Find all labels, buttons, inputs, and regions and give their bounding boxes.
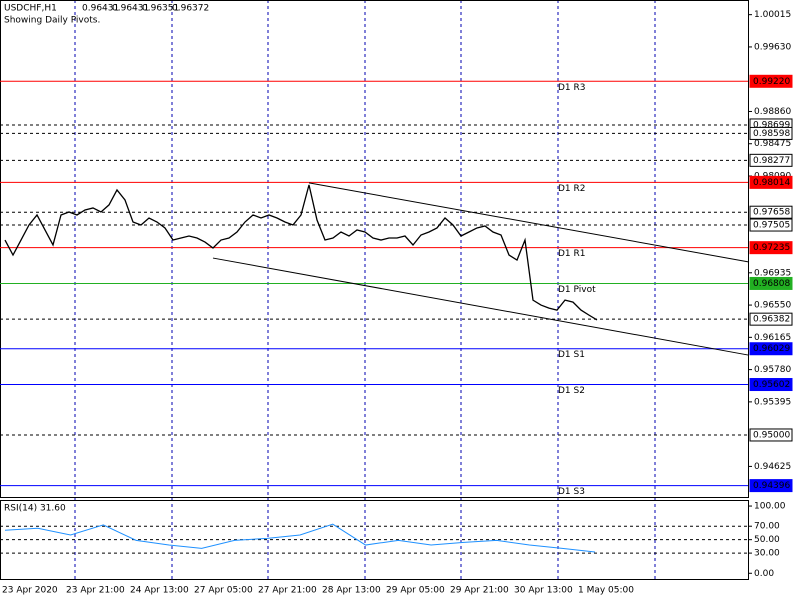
ohlc-high: 0.96431 — [112, 4, 149, 14]
y-tick-label: 0.96165 — [754, 333, 791, 343]
x-tick-label: 29 Apr 05:00 — [386, 586, 445, 596]
y-tick-label: 1.00015 — [754, 10, 791, 20]
level-label: 0.98699 — [753, 120, 790, 130]
level-label: 0.98598 — [753, 129, 790, 139]
level-box — [749, 312, 793, 326]
level-box — [749, 74, 793, 88]
x-tick-label: 24 Apr 13:00 — [130, 586, 189, 596]
x-tick-label: 23 Apr 2020 — [2, 586, 58, 596]
level-label: 0.95602 — [753, 380, 790, 390]
level-name: D1 S2 — [558, 386, 585, 396]
level-box — [749, 342, 793, 356]
level-name: D1 R2 — [558, 184, 586, 194]
level-name: D1 S3 — [558, 487, 585, 497]
level-box — [749, 241, 793, 255]
level-box — [749, 479, 793, 493]
level-label: 0.97235 — [753, 243, 790, 253]
subtitle: Showing Daily Pivots. — [4, 16, 100, 26]
y-tick-label: 0.96550 — [754, 301, 791, 311]
ohlc-close: 0.96372 — [172, 4, 209, 14]
level-label: 0.96029 — [753, 344, 790, 354]
y-tick-label: 0.94625 — [754, 462, 791, 472]
y-tick-label: 0.95780 — [754, 365, 791, 375]
y-tick-label: 0.99630 — [754, 42, 791, 52]
level-box — [749, 276, 793, 290]
level-label: 0.97658 — [753, 208, 790, 218]
level-box — [749, 428, 793, 442]
y-tick-label: 0.98860 — [754, 107, 791, 117]
x-tick-label: 29 Apr 21:00 — [450, 586, 509, 596]
rsi-title: RSI(14) 31.60 — [4, 504, 66, 514]
x-tick-label: 1 May 05:00 — [578, 586, 634, 596]
symbol: USDCHF,H1 — [4, 4, 57, 14]
level-name: D1 R3 — [558, 83, 586, 93]
level-box — [749, 218, 793, 232]
level-box — [749, 126, 793, 140]
level-label: 0.96382 — [753, 315, 790, 325]
level-name: D1 Pivot — [558, 285, 596, 295]
vertical-grid — [74, 0, 656, 580]
x-tick-label: 28 Apr 13:00 — [322, 586, 381, 596]
level-name: D1 R1 — [558, 249, 586, 259]
x-tick-label: 30 Apr 13:00 — [514, 586, 573, 596]
ohlc-low: 0.96351 — [142, 4, 179, 14]
trendline — [212, 257, 750, 356]
x-tick-label: 27 Apr 21:00 — [258, 586, 317, 596]
level-label: 0.98014 — [753, 178, 790, 188]
level-box — [749, 175, 793, 189]
level-name: D1 S1 — [558, 350, 585, 360]
y-tick-label: 0.98475 — [754, 139, 791, 149]
rsi-tick-label: 0.00 — [754, 569, 774, 579]
rsi-tick-label: 30.00 — [754, 549, 780, 559]
price-line — [4, 184, 598, 321]
level-box — [749, 153, 793, 167]
y-tick-label: 0.95395 — [754, 397, 791, 407]
x-tick-label: 27 Apr 05:00 — [194, 586, 253, 596]
rsi-tick-label: 70.00 — [754, 522, 780, 532]
level-label: 0.99220 — [753, 77, 790, 87]
main-frame — [0, 0, 749, 498]
level-label: 0.96808 — [753, 279, 790, 289]
rsi-tick-label: 100.00 — [754, 502, 786, 512]
x-tick-label: 23 Apr 21:00 — [66, 586, 125, 596]
rsi-tick-label: 50.00 — [754, 535, 780, 545]
trendline — [308, 182, 750, 263]
ohlc-open: 0.96431 — [82, 4, 119, 14]
y-tick-label: 0.96935 — [754, 268, 791, 278]
rsi-line — [4, 523, 596, 553]
level-box — [749, 378, 793, 392]
level-label: 0.94396 — [753, 481, 790, 491]
level-box — [749, 205, 793, 219]
level-label: 0.97505 — [753, 221, 790, 231]
level-label: 0.95000 — [753, 430, 790, 440]
level-label: 0.98277 — [753, 156, 790, 166]
